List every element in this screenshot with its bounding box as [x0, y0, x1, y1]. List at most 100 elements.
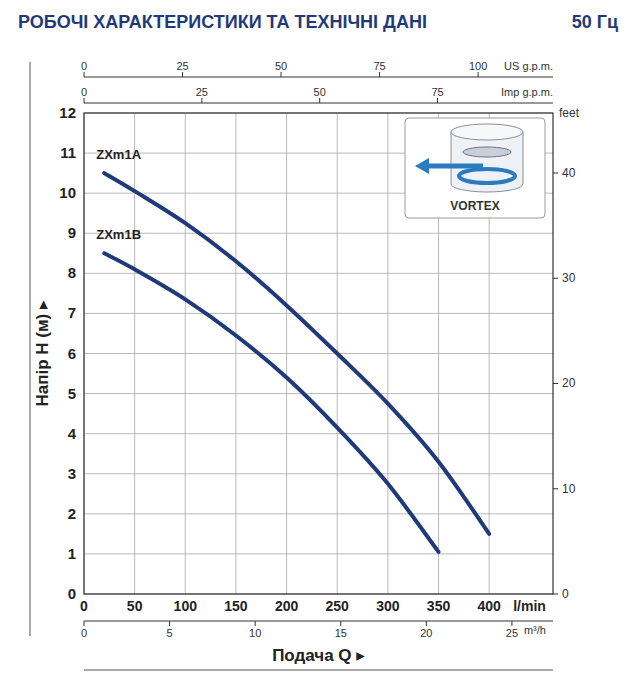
y2-tick-label: 20 [562, 376, 576, 390]
x3-tick [379, 72, 380, 77]
y-tick-label: 10 [59, 184, 76, 201]
y-tick-label: 11 [60, 144, 76, 161]
grid-line [84, 393, 553, 394]
x4-tick [84, 98, 85, 103]
y-tick-label: 7 [68, 304, 76, 321]
y-tick-label: 1 [68, 545, 76, 562]
x2-unit: m³/h [524, 624, 546, 636]
y2-unit: feet [559, 106, 580, 120]
x2-tick [511, 621, 512, 626]
x4-unit: Imp g.p.m. [501, 86, 553, 98]
x2-tick [255, 621, 256, 626]
chart: РОБОЧІ ХАРАКТЕРИСТИКИ ТА ТЕХНІЧНІ ДАНІ50… [0, 0, 636, 683]
x-tick-label: 400 [478, 598, 502, 614]
series-label: ZXm1A [96, 147, 141, 162]
x2-axis-line [84, 621, 553, 622]
y-tick-label: 2 [68, 505, 76, 522]
series-label: ZXm1B [96, 227, 141, 242]
y2-tick-label: 0 [562, 587, 569, 601]
grid-line [84, 273, 553, 274]
x2-tick [426, 621, 427, 626]
x-tick-label: 150 [224, 598, 248, 614]
y2-tick [553, 594, 558, 595]
y-tick-label: 4 [68, 425, 77, 442]
grid-line [84, 553, 553, 554]
grid-line [286, 113, 287, 594]
y2-tick-label: 30 [562, 271, 576, 285]
x3-tick-label: 0 [81, 60, 87, 72]
x4-tick [201, 98, 202, 103]
y2-tick-label: 40 [562, 166, 576, 180]
x3-tick-label: 75 [373, 60, 385, 72]
inset-arrow [427, 164, 483, 169]
decor-line [84, 670, 553, 671]
x4-tick [437, 98, 438, 103]
grid-line [84, 433, 553, 434]
x-tick-label: 0 [80, 598, 88, 614]
grid-line [387, 113, 388, 594]
y-tick-label: 9 [68, 224, 76, 241]
y-axis-title: Напір H (м) ▸ [33, 300, 52, 406]
x3-tick [182, 72, 183, 77]
x-tick-label: 100 [174, 598, 198, 614]
x4-axis-line [84, 103, 553, 104]
y2-tick-label: 10 [562, 482, 576, 496]
x4-tick-label: 50 [314, 86, 326, 98]
inset-label: VORTEX [450, 199, 499, 213]
x2-tick-label: 10 [249, 627, 261, 639]
y-tick-label: 12 [59, 104, 76, 121]
x3-tick-label: 50 [275, 60, 287, 72]
decor-line [30, 62, 31, 636]
x4-tick-label: 75 [431, 86, 443, 98]
x2-tick [84, 621, 85, 626]
grid-line [134, 113, 135, 594]
data-group [104, 173, 489, 552]
y-tick-label: 8 [68, 264, 76, 281]
inset-casing [451, 132, 523, 192]
x2-tick [340, 621, 341, 626]
inset-frame [405, 118, 545, 218]
x3-tick-label: 100 [469, 60, 487, 72]
title: РОБОЧІ ХАРАКТЕРИСТИКИ ТА ТЕХНІЧНІ ДАНІ [18, 12, 427, 32]
x-tick-label: 250 [326, 598, 350, 614]
x-tick-label: 350 [427, 598, 451, 614]
x3-tick-label: 25 [176, 60, 188, 72]
y-tick-label: 6 [68, 345, 76, 362]
y-tick-label: 3 [68, 465, 76, 482]
x2-tick-label: 20 [420, 627, 432, 639]
grid-line [185, 113, 186, 594]
inset [405, 118, 545, 218]
x-tick-label: 50 [127, 598, 143, 614]
y-tick-label: 5 [68, 385, 76, 402]
x4-tick-label: 25 [196, 86, 208, 98]
y2-tick [553, 278, 558, 279]
grid-line [84, 473, 553, 474]
x2-tick-label: 15 [335, 627, 347, 639]
x4-tick [319, 98, 320, 103]
grid-line [235, 113, 236, 594]
y2-tick [553, 488, 558, 489]
grid-line [84, 353, 553, 354]
y2-tick [553, 172, 558, 173]
x-tick-label: 200 [275, 598, 299, 614]
x-tick-label: 300 [376, 598, 400, 614]
x4-tick-label: 0 [81, 86, 87, 98]
x2-tick-label: 0 [81, 627, 87, 639]
x-axis-title: Подача Q ▸ [272, 646, 365, 665]
subtitle: 50 Гц [572, 12, 618, 32]
grid-line [84, 233, 553, 234]
x3-unit: US g.p.m. [504, 60, 553, 72]
x3-tick [84, 72, 85, 77]
y2-tick [553, 383, 558, 384]
series-line [104, 253, 438, 552]
grid-line [84, 513, 553, 514]
grid [84, 113, 553, 594]
x2-tick-label: 25 [506, 627, 518, 639]
x-unit: l/min [513, 598, 546, 614]
x3-tick [478, 72, 479, 77]
y-tick-label: 0 [68, 585, 76, 602]
x3-tick [281, 72, 282, 77]
inset-impeller [463, 147, 511, 157]
series-line [104, 173, 489, 534]
inset-arrow-head [415, 158, 429, 174]
